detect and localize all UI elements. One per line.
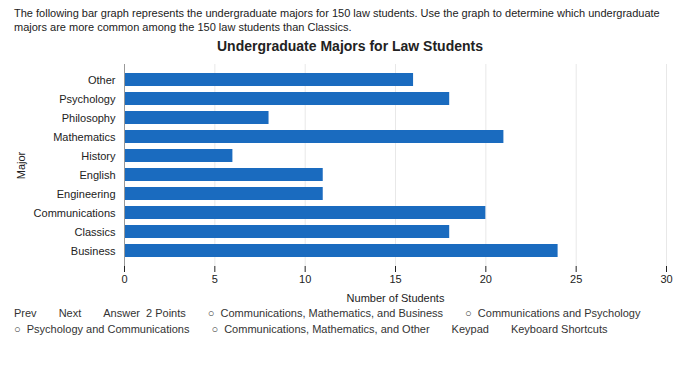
html-text:Undergraduate Majors for Law S: Undergraduate Majors for Law Students [217,38,483,54]
svg-text:Communications: Communications [34,207,116,219]
html-text:Keypad: Keypad [451,323,489,335]
html-text:The following bar graph repres: The following bar graph represents the u… [14,7,660,33]
html-text:Next: Next [58,307,82,319]
svg-text:Number of Students: Number of Students [347,292,445,304]
svg-text:10: 10 [299,273,311,285]
svg-text:Classics: Classics [75,226,116,238]
svg-text:Mathematics: Mathematics [53,131,116,143]
svg-text:Engineering: Engineering [57,188,116,200]
svg-text:Psychology: Psychology [59,93,116,105]
svg-text:0: 0 [121,273,127,285]
svg-text:15: 15 [389,273,401,285]
html-text:Keyboard Shortcuts: Keyboard Shortcuts [510,323,608,335]
svg-text:5: 5 [212,273,218,285]
svg-text:English: English [79,169,115,181]
html-text:○ Communications and Psycholog: ○ Communications and Psychology [465,307,641,319]
svg-text:30: 30 [660,273,672,285]
svg-text:Philosophy: Philosophy [62,112,116,124]
html-text:○ Communications, Mathematics,: ○ Communications, Mathematics, and Busin… [207,307,444,319]
html-text:Answer 2 Points: Answer 2 Points [103,307,186,319]
svg-text:20: 20 [480,273,492,285]
svg-text:Business: Business [71,245,116,257]
html-text:○ Communications, Mathematics,: ○ Communications, Mathematics, and Other [211,323,430,335]
svg-text:Major: Major [15,151,27,179]
svg-text:25: 25 [570,273,582,285]
svg-text:History: History [81,150,116,162]
svg-text:Other: Other [88,74,116,86]
html-text:Prev: Prev [14,307,37,319]
html-text:○ Psychology and Communication: ○ Psychology and Communications [14,323,190,335]
